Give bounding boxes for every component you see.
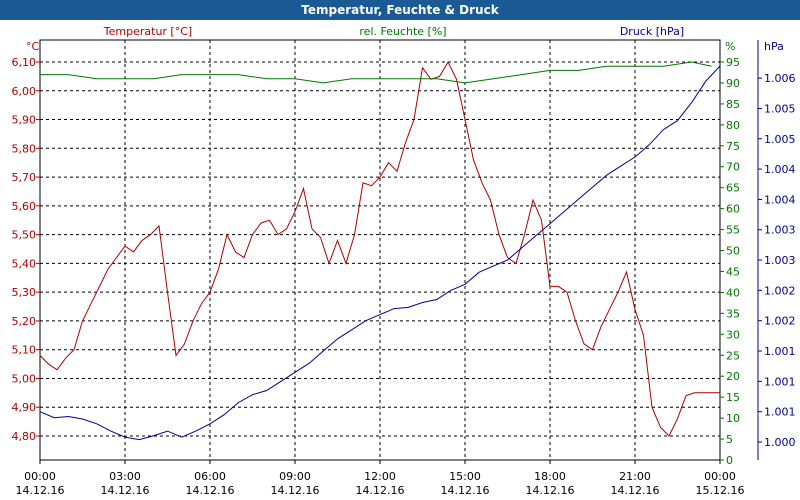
y-right1-tick-label: 40	[726, 286, 740, 299]
y-right2-tick-label: 1.001	[764, 375, 796, 388]
y-right1-tick-label: 65	[726, 182, 740, 195]
y-right2-tick-label: 1.006	[764, 72, 796, 85]
y-left-tick-label: 5,20	[12, 315, 37, 328]
x-tick-label-time: 12:00	[364, 470, 396, 483]
y-right1-tick-label: 60	[726, 203, 740, 216]
y-right2-tick-label: 1.004	[764, 193, 796, 206]
y-right1-tick-label: 55	[726, 224, 740, 237]
y-right1-unit: %	[725, 40, 735, 53]
x-tick-label-time: 15:00	[449, 470, 481, 483]
y-left-tick-label: 5,60	[12, 200, 37, 213]
y-right2-tick-label: 1.001	[764, 406, 796, 419]
x-tick-label-time: 03:00	[109, 470, 141, 483]
y-right2-tick-label: 1.002	[764, 315, 796, 328]
x-tick-label-time: 09:00	[279, 470, 311, 483]
y-right1-tick-label: 90	[726, 77, 740, 90]
x-tick-label-date: 14.12.16	[611, 484, 660, 497]
x-tick-label-time: 00:00	[24, 470, 56, 483]
x-tick-label-date: 14.12.16	[16, 484, 65, 497]
humidity-line	[40, 61, 712, 84]
y-right2-tick-label: 1.002	[764, 284, 796, 297]
x-tick-label-time: 21:00	[619, 470, 651, 483]
y-right2-unit: hPa	[764, 40, 784, 53]
series-label-temperature: Temperatur [°C]	[103, 25, 192, 38]
x-tick-label-date: 14.12.16	[186, 484, 235, 497]
y-right1-tick-label: 15	[726, 391, 740, 404]
pressure-line	[39, 65, 721, 441]
series-label-pressure: Druck [hPa]	[620, 25, 684, 38]
x-tick-label-date: 14.12.16	[526, 484, 575, 497]
temperature-line	[39, 60, 720, 437]
y-left-tick-label: 5,50	[12, 229, 37, 242]
y-right1-tick-label: 70	[726, 161, 740, 174]
y-right1-tick-label: 25	[726, 349, 740, 362]
y-right1-tick-label: 45	[726, 265, 740, 278]
y-right1-tick-label: 5	[726, 433, 733, 446]
x-tick-label-date: 14.12.16	[356, 484, 405, 497]
y-left-unit: °C	[26, 40, 40, 53]
x-tick-label-date: 15.12.16	[696, 484, 745, 497]
y-right2-tick-label: 1.001	[764, 345, 796, 358]
y-right1-tick-label: 20	[726, 370, 740, 383]
y-right2-tick-label: 1.003	[764, 224, 796, 237]
chart-title: Temperatur, Feuchte & Druck	[0, 0, 800, 20]
y-left-tick-label: 5,30	[12, 286, 37, 299]
x-tick-label-time: 18:00	[534, 470, 566, 483]
y-left-tick-label: 5,90	[12, 114, 37, 127]
y-left-tick-label: 4,80	[12, 430, 37, 443]
x-tick-label-time: 06:00	[194, 470, 226, 483]
y-left-tick-label: 5,40	[12, 257, 37, 270]
y-right2-tick-label: 1.005	[764, 133, 796, 146]
y-right1-tick-label: 95	[726, 56, 740, 69]
y-left-tick-label: 5,80	[12, 142, 37, 155]
y-right1-tick-label: 85	[726, 98, 740, 111]
series-label-humidity: rel. Feuchte [%]	[359, 25, 446, 38]
y-right2-tick-label: 1.004	[764, 163, 796, 176]
y-left-tick-label: 6,00	[12, 85, 37, 98]
x-tick-label-date: 14.12.16	[271, 484, 320, 497]
y-right1-tick-label: 10	[726, 412, 740, 425]
y-left-tick-label: 4,90	[12, 401, 37, 414]
x-tick-label-time: 00:00	[704, 470, 736, 483]
y-right1-tick-label: 35	[726, 307, 740, 320]
y-right1-tick-label: 50	[726, 245, 740, 258]
y-right1-tick-label: 80	[726, 119, 740, 132]
y-left-tick-label: 5,00	[12, 372, 37, 385]
y-left-tick-label: 5,10	[12, 344, 37, 357]
y-right2-tick-label: 1.003	[764, 254, 796, 267]
y-right1-tick-label: 30	[726, 328, 740, 341]
y-right2-tick-label: 1.000	[764, 436, 796, 449]
y-right1-tick-label: 75	[726, 140, 740, 153]
y-left-tick-label: 6,10	[12, 56, 37, 69]
x-tick-label-date: 14.12.16	[441, 484, 490, 497]
y-left-tick-label: 5,70	[12, 171, 37, 184]
y-right2-tick-label: 1.005	[764, 102, 796, 115]
x-tick-label-date: 14.12.16	[101, 484, 150, 497]
y-right1-tick-label: 0	[726, 454, 733, 467]
